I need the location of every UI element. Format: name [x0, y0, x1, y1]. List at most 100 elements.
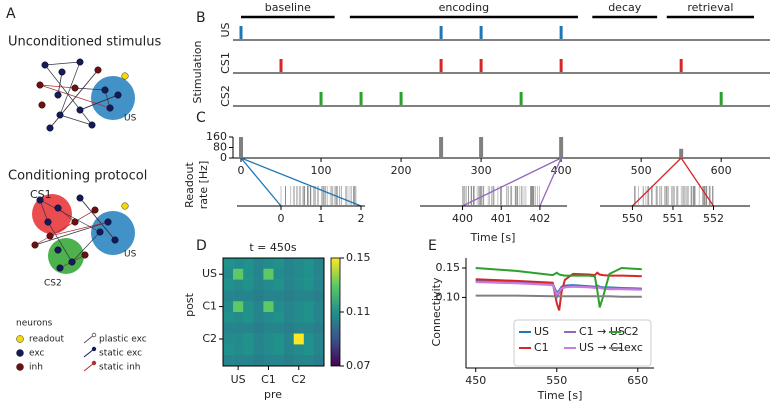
y-tick-label: US: [202, 267, 217, 280]
heat-cell: [223, 344, 234, 356]
x-tick-label: 300: [471, 164, 492, 177]
zoom-line: [680, 157, 715, 207]
heat-cell: [223, 333, 234, 345]
stimulus: [399, 92, 403, 105]
neuron: [76, 58, 84, 66]
neuron: [41, 61, 49, 69]
heat-cell: [273, 279, 284, 291]
legend-marker: [91, 360, 97, 366]
heat-cell: [303, 279, 315, 291]
x-tick-label: 551: [662, 212, 683, 225]
legend-label: static exc: [99, 349, 142, 359]
heat-cell: [263, 333, 274, 345]
assembly-label: US: [124, 114, 137, 124]
heat-cell: [243, 301, 254, 313]
synapse: [47, 221, 73, 263]
assembly: [91, 76, 135, 120]
neuron: [46, 232, 54, 240]
heat-cell: [223, 290, 234, 302]
y-tick-label: C2: [202, 332, 217, 345]
heat-cell: [303, 355, 315, 367]
stimulus: [319, 92, 323, 105]
x-tick-label: 200: [391, 164, 412, 177]
heat-cell: [223, 355, 234, 367]
heat-cell: [283, 322, 294, 334]
colorbar-label: 0.11: [346, 305, 371, 318]
legend-label: US → C1: [579, 341, 625, 354]
legend-marker: [91, 332, 97, 338]
heat-cell: [253, 312, 264, 324]
heat-cell: [293, 344, 305, 356]
colorbar-label: 0.07: [346, 359, 371, 372]
heat-cell: [263, 301, 274, 313]
synapse: [39, 199, 49, 223]
heat-cell: [283, 258, 294, 270]
heat-cell: [243, 312, 254, 324]
row-label: CS1: [219, 52, 232, 74]
readout-bar: [479, 137, 484, 158]
x-tick-label: 500: [631, 164, 652, 177]
neuron: [111, 236, 119, 244]
legend-label: plastic exc: [99, 335, 147, 345]
heat-cell: [253, 344, 264, 356]
heat-cell: [263, 322, 274, 334]
synapse: [49, 221, 109, 237]
stimulus: [559, 59, 563, 72]
synapse: [79, 197, 116, 241]
heat-cell: [233, 333, 244, 345]
heat-cell: [243, 355, 254, 367]
heat-cell: [273, 268, 284, 280]
heat-cell: [303, 344, 315, 356]
y-axis-label: Connectivity: [430, 277, 443, 346]
synapse: [57, 207, 76, 223]
x-tick-label: C2: [291, 373, 306, 386]
heat-cell: [233, 312, 244, 324]
zoom-line: [240, 157, 282, 207]
heat-cell: [223, 301, 234, 313]
zoom-line: [240, 157, 362, 207]
neuron: [88, 121, 96, 129]
x-tick-label: 600: [711, 164, 732, 177]
heat-cell: [283, 301, 294, 313]
heat-cell: [293, 312, 305, 324]
x-tick-label: C1: [261, 373, 276, 386]
neuron: [91, 206, 99, 214]
heat-cell: [273, 355, 284, 367]
synapse: [44, 64, 93, 126]
heat-cell: [263, 290, 274, 302]
neuron: [54, 246, 62, 254]
heat-cell: [273, 258, 284, 270]
stimulus: [479, 26, 483, 39]
heat-cell: [243, 279, 254, 291]
heat-cell: [273, 322, 284, 334]
stimulus: [479, 59, 483, 72]
heat-cell: [293, 258, 305, 270]
legend-label: static inh: [99, 363, 140, 373]
neuron: [94, 66, 102, 74]
series-line: [475, 281, 642, 297]
heat-cell: [243, 344, 254, 356]
colorbar-label: 0.15: [346, 251, 371, 264]
heat-cell: [283, 279, 294, 291]
neuron: [68, 258, 76, 266]
heat-cell: [303, 290, 315, 302]
heat-cell: [273, 312, 284, 324]
heat-cell: [223, 312, 234, 324]
panel-label: A: [6, 6, 16, 22]
heat-cell: [263, 258, 274, 270]
x-tick-label: 0: [238, 164, 245, 177]
heat-cell: [283, 355, 294, 367]
chart-title: t = 450s: [249, 241, 297, 254]
heat-cell: [293, 290, 305, 302]
y-axis-label: Readout: [183, 161, 196, 207]
neuron: [76, 106, 84, 114]
heat-cell: [283, 290, 294, 302]
y-axis-label: rate [Hz]: [197, 161, 210, 209]
neuron: [71, 218, 79, 226]
heat-cell: [233, 344, 244, 356]
phase-label: baseline: [265, 1, 311, 14]
assembly-label: CS1: [30, 188, 52, 201]
heat-cell: [313, 322, 325, 334]
neuron: [46, 124, 54, 132]
y-tick-label: 80: [213, 141, 227, 154]
